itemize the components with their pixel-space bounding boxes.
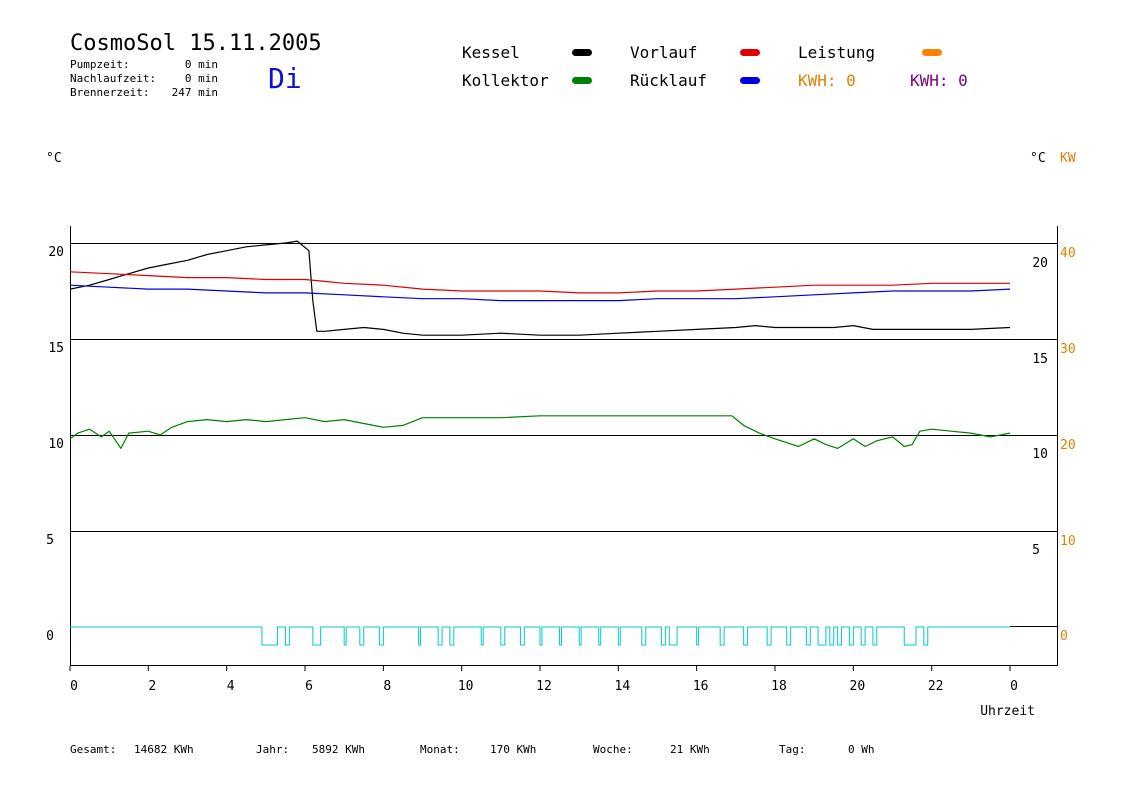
stat-brennerzeit-value: 247 min	[172, 86, 218, 99]
stat-pumpzeit-label: Pumpzeit:	[70, 58, 130, 71]
right-axis-ticks: 20 15 10 5	[1032, 256, 1048, 558]
x-tick-label: 4	[227, 679, 235, 694]
header-stats: Pumpzeit: 0 min Nachlaufzeit: 0 min Bren…	[70, 58, 218, 99]
stat-nachlaufzeit-label: Nachlaufzeit:	[70, 72, 156, 85]
right-unit-kw-label: KW	[1060, 151, 1076, 166]
x-tick-label: 6	[305, 679, 313, 694]
left-tick-15: 15	[48, 341, 64, 356]
x-tick-label: 0	[1010, 679, 1018, 694]
kw-tick-0: 0	[1060, 629, 1068, 644]
x-tick-label: 18	[771, 679, 787, 694]
left-tick-0: 0	[46, 629, 54, 644]
right-tick-10: 10	[1032, 447, 1048, 462]
footer-gesamt-value: 14682 KWh	[134, 743, 194, 756]
right-tick-20: 20	[1032, 256, 1048, 271]
right-tick-15: 15	[1032, 352, 1048, 367]
series-ruecklauf-line	[69, 284, 1011, 302]
left-axis-ticks: 20 15 10 5 0	[46, 245, 64, 644]
footer-totals: Gesamt: 14682 KWh Jahr: 5892 KWh Monat: …	[70, 743, 875, 756]
weekday-label: Di	[268, 62, 302, 95]
x-tick-label: 12	[536, 679, 552, 694]
legend-swatch-kessel	[572, 49, 592, 56]
series-vorlauf-line	[69, 271, 1010, 294]
x-tick-label: 22	[928, 679, 944, 694]
footer-monat-value: 170 KWh	[490, 743, 536, 756]
legend-swatch-leistung	[922, 49, 942, 56]
plot-frame	[70, 226, 1058, 666]
footer-monat-label: Monat:	[420, 743, 460, 756]
footer-tag-value: 0 Wh	[848, 743, 875, 756]
kw-tick-40: 40	[1060, 246, 1076, 261]
chart-title: CosmoSol 15.11.2005	[70, 31, 322, 56]
legend: Kessel Vorlauf Leistung Kollektor Rückla…	[462, 43, 968, 90]
left-tick-5: 5	[46, 533, 54, 548]
kw-axis-ticks: 40 30 20 10 0	[1060, 246, 1076, 644]
series-kollektor-line	[69, 415, 1011, 449]
kw-tick-10: 10	[1060, 534, 1076, 549]
footer-gesamt-label: Gesamt:	[70, 743, 116, 756]
legend-label-leistung: Leistung	[798, 43, 875, 62]
footer-tag-label: Tag:	[779, 743, 806, 756]
x-tick-label: 14	[615, 679, 631, 694]
legend-kwh-orange: KWH: 0	[798, 71, 856, 90]
right-unit-label: °C	[1030, 151, 1046, 166]
stat-brennerzeit-label: Brennerzeit:	[70, 86, 149, 99]
x-axis-title: Uhrzeit	[980, 704, 1035, 719]
left-unit-label: °C	[46, 151, 62, 166]
legend-kwh-purple: KWH: 0	[910, 71, 968, 90]
stat-nachlaufzeit-value: 0 min	[185, 72, 218, 85]
x-tick-label: 2	[148, 679, 156, 694]
grid-lines	[70, 243, 1058, 627]
series-kessel-line	[69, 240, 1011, 336]
x-tick-label: 10	[458, 679, 474, 694]
legend-label-kessel: Kessel	[462, 43, 520, 62]
x-axis-ticks: 0 2 4 6 8 10 12 14 16 18 20 22 0	[69, 666, 1018, 694]
series-pump-trace	[70, 626, 1010, 646]
footer-woche-label: Woche:	[593, 743, 633, 756]
series-layer	[69, 240, 1011, 646]
legend-label-ruecklauf: Rücklauf	[630, 71, 707, 90]
legend-label-vorlauf: Vorlauf	[630, 43, 697, 62]
footer-jahr-label: Jahr:	[256, 743, 289, 756]
legend-label-kollektor: Kollektor	[462, 71, 549, 90]
kw-tick-30: 30	[1060, 342, 1076, 357]
right-tick-5: 5	[1032, 543, 1040, 558]
footer-jahr-value: 5892 KWh	[312, 743, 365, 756]
stat-pumpzeit-value: 0 min	[185, 58, 218, 71]
x-tick-label: 16	[693, 679, 709, 694]
footer-woche-value: 21 KWh	[670, 743, 710, 756]
left-tick-20: 20	[48, 245, 64, 260]
x-tick-label: 0	[70, 679, 78, 694]
x-tick-label: 20	[850, 679, 866, 694]
legend-swatch-kollektor	[572, 77, 592, 84]
x-tick-label: 8	[383, 679, 391, 694]
kw-tick-20: 20	[1060, 438, 1076, 453]
legend-swatch-vorlauf	[740, 49, 760, 56]
legend-swatch-ruecklauf	[740, 77, 760, 84]
left-tick-10: 10	[48, 437, 64, 452]
